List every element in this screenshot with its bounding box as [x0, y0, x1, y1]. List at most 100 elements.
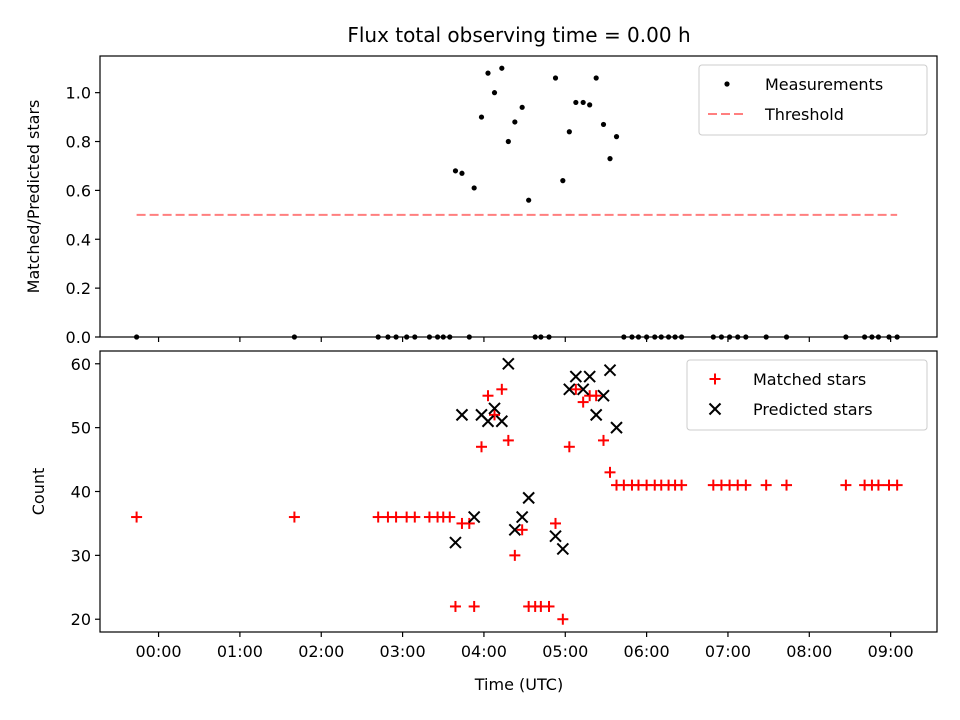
bottom-series-1-point [569, 370, 583, 383]
bottom-series-1-point [481, 415, 495, 428]
bottom-series-0-point [590, 390, 602, 402]
bottom-legend-label: Matched stars [753, 370, 866, 389]
bottom-series-0-point [598, 434, 610, 446]
bottom-y-tick-label: 20 [71, 610, 91, 629]
bottom-x-tick-label: 05:00 [542, 642, 588, 661]
bottom-x-tick-label: 04:00 [461, 642, 507, 661]
top-series-0-point [566, 129, 572, 135]
bottom-series-0-point [557, 613, 569, 625]
top-y-tick-label: 1.0 [66, 84, 91, 103]
bottom-series-0-point [516, 524, 528, 536]
bottom-series-0-point [781, 479, 793, 491]
bottom-series-0-point [577, 396, 589, 408]
top-axes-frame [99, 55, 938, 338]
bottom-y-tick-label: 60 [71, 355, 91, 374]
bottom-panel: 20 30 40 50 60 00:00 01:00 02:00 03:00 04:00 05:00… [71, 350, 938, 661]
top-series-0-point [552, 75, 559, 81]
chart-title: Flux total observing time = 0.00 h [347, 23, 690, 47]
bottom-x-tick-label: 03:00 [380, 642, 426, 661]
bottom-series-1-point [583, 370, 596, 383]
bottom-series-1-point [549, 529, 562, 543]
bottom-series-0-point [604, 466, 616, 478]
bottom-series-0-point [891, 479, 903, 491]
bottom-x-tick-label: 01:00 [217, 642, 263, 661]
top-legend-label: Measurements [765, 75, 883, 94]
bottom-series-0-point [390, 511, 402, 523]
bottom-series-0-point [444, 511, 456, 523]
top-series-0-point [607, 156, 613, 162]
bottom-series-1-point [495, 415, 509, 428]
bottom-series-0-point [563, 441, 575, 453]
top-series-0-point [560, 178, 566, 184]
top-series-0-point [600, 121, 607, 128]
bottom-series-0-point [449, 600, 461, 612]
bottom-series-0-point [482, 390, 494, 402]
bottom-series-1-point [556, 542, 570, 556]
top-y-tick-label: 0.0 [66, 328, 91, 347]
bottom-series-0-point [463, 517, 475, 529]
top-series-0-point [526, 197, 532, 203]
bottom-x-tick-label: 00:00 [136, 642, 182, 661]
top-series-0-point [485, 70, 491, 76]
bottom-series-1-point [576, 383, 590, 396]
bottom-series-1-point [610, 421, 623, 434]
bottom-series-1-point [563, 383, 576, 396]
top-series-0-point [573, 99, 579, 106]
bottom-legend-label: Predicted stars [753, 400, 873, 419]
bottom-series-1-point [597, 389, 610, 402]
top-series-0-point [512, 119, 518, 125]
top-series-0-point [580, 99, 586, 106]
top-y-tick-label: 0.4 [66, 230, 91, 249]
top-legend: Measurements Threshold [698, 64, 928, 136]
bottom-series-0-point [570, 383, 582, 395]
bottom-series-1-point [502, 357, 515, 370]
bottom-series-0-point [760, 479, 772, 491]
bottom-series-0-point [475, 441, 487, 453]
bottom-series-0-point [676, 479, 688, 491]
bottom-series-1-point [603, 363, 617, 377]
bottom-legend-marker [709, 373, 721, 385]
bottom-series-1-point [455, 408, 469, 422]
bottom-x-tick-label: 02:00 [298, 642, 344, 661]
bottom-series-0-point [740, 479, 752, 491]
bottom-x-tick-label: 07:00 [705, 642, 751, 661]
top-y-axis-label: Matched/Predicted stars [24, 100, 43, 294]
bottom-series-1-point [515, 510, 529, 524]
bottom-series-0-point [489, 409, 501, 421]
bottom-y-tick-label: 30 [71, 546, 91, 565]
bottom-series-1-point [508, 523, 522, 537]
bottom-series-1-point [488, 402, 501, 415]
top-series-0-point [491, 90, 498, 96]
bottom-y-axis-label: Count [29, 468, 48, 516]
top-series-0-point [459, 170, 465, 176]
top-legend-label: Threshold [764, 105, 844, 124]
top-y-tick-label: 0.2 [66, 279, 91, 298]
bottom-y-tick-label: 50 [71, 419, 91, 438]
bottom-series-0-point [372, 511, 384, 523]
top-series-0-point [587, 102, 593, 108]
bottom-series-0-point [872, 479, 884, 491]
bottom-series-1-point [522, 491, 535, 505]
x-axis-label: Time (UTC) [474, 675, 563, 694]
top-series-0-point [593, 75, 599, 81]
bottom-x-tick-label: 06:00 [624, 642, 670, 661]
top-y-tick-label: 0.8 [66, 133, 91, 152]
top-legend-marker [724, 81, 730, 87]
bottom-series-1-point [589, 408, 603, 422]
bottom-series-0-point [543, 600, 555, 612]
top-y-tick-label: 0.6 [66, 181, 91, 200]
bottom-series-0-point [468, 600, 480, 612]
top-panel: 0.0 0.2 0.4 0.6 0.8 1.0 Measurements Threshold [66, 55, 938, 347]
bottom-series-1-point [467, 510, 481, 524]
bottom-x-tick-label: 08:00 [786, 642, 832, 661]
bottom-series-0-point [502, 434, 514, 446]
top-series-0-point [505, 138, 511, 145]
top-series-0-point [613, 134, 620, 140]
bottom-series-0-point [840, 479, 852, 491]
bottom-y-tick-label: 40 [71, 483, 91, 502]
top-series-0-point [452, 168, 459, 174]
bottom-series-0-point [288, 511, 300, 523]
top-series-0-point [478, 114, 485, 120]
bottom-x-tick-label: 09:00 [868, 642, 914, 661]
